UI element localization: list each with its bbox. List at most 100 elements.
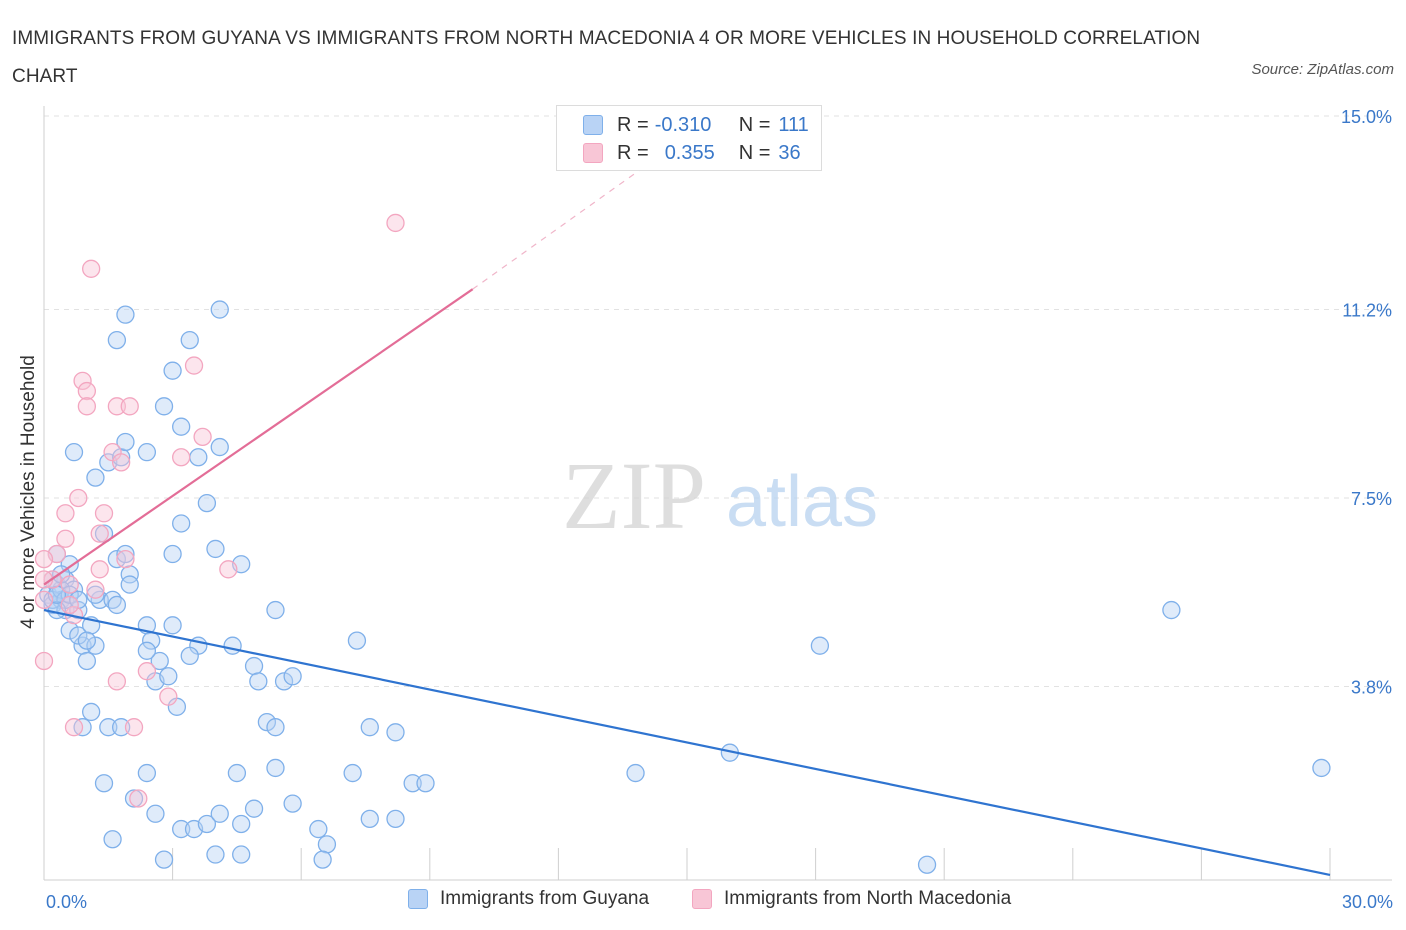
macedonia-point: [184, 356, 204, 375]
guyana-point: [309, 819, 328, 839]
tick-labels: 3.8% 7.5% 11.2% 15.0% 0.0% 30.0%: [46, 107, 1393, 912]
guyana-point: [77, 631, 97, 650]
guyana-point: [1162, 600, 1181, 620]
macedonia-point: [77, 381, 97, 401]
watermark-zip: ZIP: [562, 442, 706, 549]
guyana-point: [360, 809, 379, 829]
macedonia-point: [386, 213, 405, 233]
guyana-point: [266, 718, 285, 737]
guyana-point: [386, 809, 405, 829]
guyana-point: [249, 672, 268, 691]
legend-row-macedonia: R = 0.355 N = 36: [583, 139, 801, 167]
guyana-point: [232, 845, 251, 864]
guyana-point: [283, 667, 302, 686]
guyana-point: [172, 819, 191, 839]
macedonia-point: [129, 789, 148, 808]
guyana-point: [257, 712, 277, 732]
guyana-swatch: [583, 115, 603, 135]
guyana-point: [210, 300, 229, 319]
legend-item-macedonia: Immigrants from North Macedonia: [692, 888, 1011, 910]
guyana-point: [1312, 758, 1331, 778]
guyana-legend-swatch: [408, 889, 428, 909]
guyana-point: [146, 804, 165, 823]
macedonia-swatch: [583, 143, 603, 163]
guyana-point: [626, 763, 645, 783]
guyana-point: [77, 651, 97, 671]
guyana-point: [403, 774, 422, 793]
legend-item-guyana: Immigrants from Guyana: [408, 888, 649, 910]
guyana-point: [206, 539, 225, 559]
source-label: Source: ZipAtlas.com: [1251, 61, 1394, 78]
guyana-point: [274, 672, 294, 691]
correlation-legend: R = -0.310 N = 111 R = 0.355 N = 36: [556, 105, 822, 171]
macedonia-point: [86, 580, 105, 599]
guyana-point: [64, 443, 84, 462]
macedonia-point: [34, 590, 54, 610]
guyana-point: [180, 646, 199, 666]
guyana-point: [206, 845, 225, 864]
macedonia-point: [77, 397, 97, 416]
guyana-point: [244, 656, 264, 676]
guyana-point: [343, 763, 362, 783]
guyana-point: [810, 636, 830, 655]
macedonia-trend-extension: [472, 166, 645, 290]
guyana-point: [82, 702, 101, 722]
legend-r-label: R =: [617, 113, 649, 136]
guyana-point: [116, 544, 135, 564]
macedonia-point: [56, 504, 75, 523]
macedonia-point: [56, 529, 75, 548]
macedonia-point: [137, 662, 157, 681]
legend-r-label: R =: [617, 141, 649, 164]
guyana-point: [116, 432, 135, 452]
macedonia-point: [60, 575, 79, 594]
guyana-point: [917, 855, 937, 874]
macedonia-point: [60, 595, 79, 615]
legend-n-label: N =: [738, 141, 771, 164]
macedonia-point: [69, 488, 88, 508]
guyana-point: [416, 774, 435, 793]
guyana-trend-line: [43, 608, 1331, 876]
series-legend: Immigrants from Guyana Immigrants from N…: [0, 888, 1406, 916]
axes: [43, 106, 1392, 881]
data-points: [34, 213, 1331, 874]
macedonia-point: [64, 718, 84, 737]
macedonia-point: [90, 524, 109, 543]
guyana-point: [86, 585, 105, 604]
guyana-point: [99, 718, 118, 737]
guyana-point: [266, 758, 285, 778]
macedonia-point: [193, 427, 212, 447]
guyana-r-value: -0.310: [654, 113, 712, 136]
guyana-point: [163, 616, 182, 635]
guyana-point: [137, 443, 157, 462]
y-axis-label: 4 or more Vehicles in Household: [18, 355, 39, 629]
macedonia-r-value: 0.355: [664, 141, 715, 164]
macedonia-point: [112, 453, 131, 472]
legend-n-label: N =: [738, 113, 771, 136]
guyana-point: [112, 718, 131, 737]
guyana-point: [317, 835, 337, 854]
macedonia-point: [34, 651, 54, 671]
macedonia-point: [219, 560, 238, 579]
guyana-point: [172, 514, 191, 533]
macedonia-point: [120, 397, 139, 416]
guyana-point: [120, 575, 139, 594]
guyana-n-value: 111: [778, 113, 809, 136]
guyana-point: [107, 330, 127, 350]
guyana-point: [154, 397, 174, 416]
guyana-point: [137, 641, 157, 660]
macedonia-point: [124, 718, 144, 737]
guyana-point: [116, 305, 135, 324]
macedonia-point: [34, 549, 54, 569]
guyana-point: [172, 417, 191, 436]
macedonia-legend-label: Immigrants from North Macedonia: [724, 888, 1012, 909]
guyana-point: [210, 437, 229, 457]
guyana-point: [232, 814, 251, 834]
guyana-point: [386, 723, 405, 742]
guyana-point: [223, 636, 242, 655]
guyana-point: [154, 850, 174, 869]
macedonia-legend-swatch: [692, 889, 712, 909]
guyana-point: [137, 763, 157, 783]
guyana-point: [163, 544, 182, 564]
macedonia-point: [94, 504, 114, 523]
